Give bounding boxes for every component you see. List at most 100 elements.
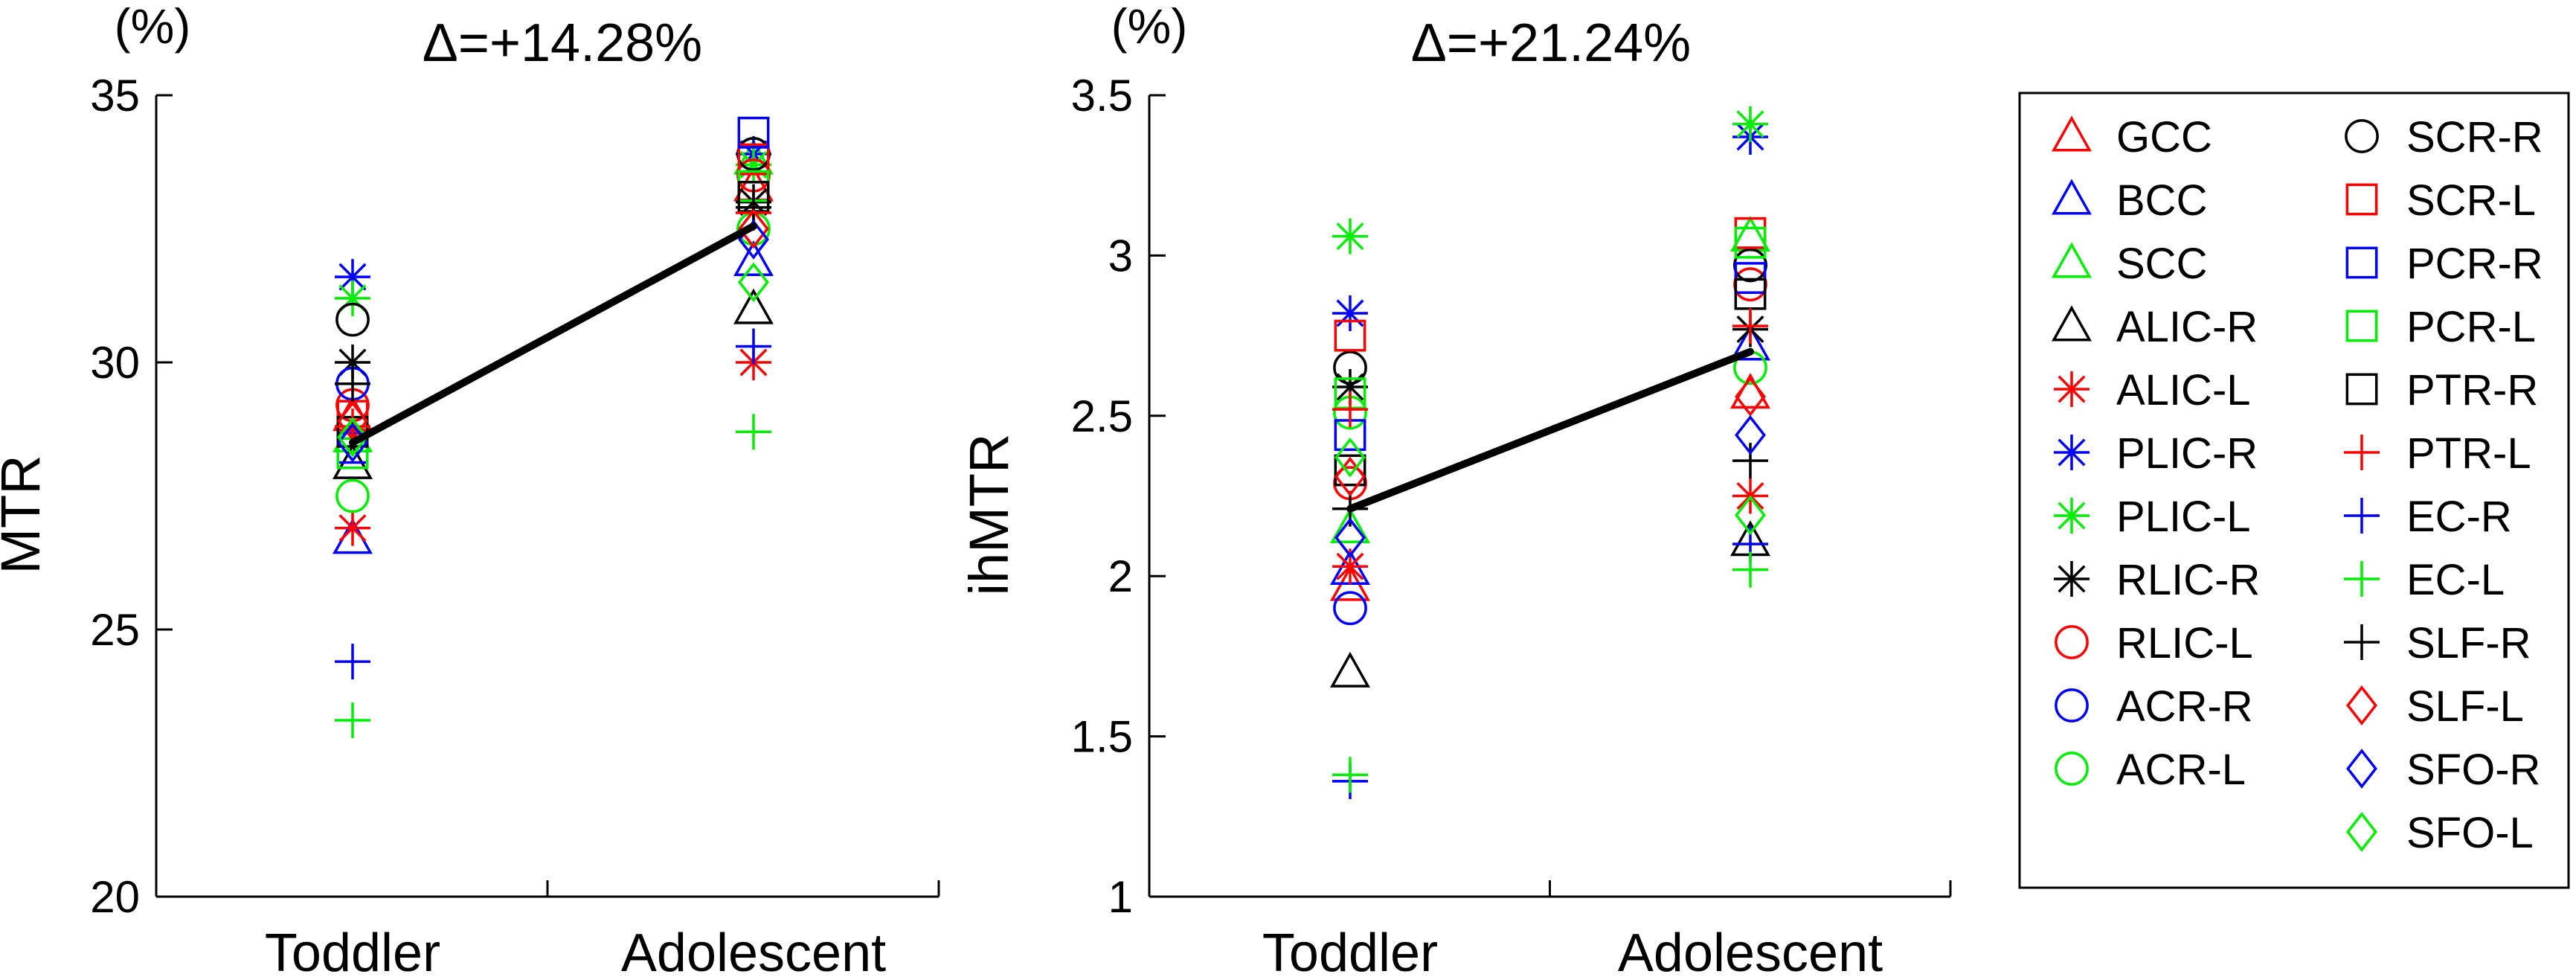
data-point — [1732, 106, 1768, 142]
legend-label: BCC — [2116, 176, 2207, 225]
data-point — [1330, 651, 1370, 688]
legend-marker — [2346, 812, 2377, 852]
data-point — [1333, 350, 1367, 385]
legend-label: PLIC-L — [2116, 493, 2251, 541]
ihmtr-panel: 1 1.5 2 2.5 3 3.5 Toddler Adolescent Δ=+21.24% (%… — [958, 0, 1952, 977]
legend-item: SCC — [2052, 240, 2207, 288]
x-category-label: Toddler — [1262, 923, 1438, 977]
legend-item: SFO-R — [2346, 746, 2540, 794]
legend-marker — [2055, 752, 2089, 786]
legend-label: ALIC-R — [2116, 303, 2258, 351]
chart-title: Δ=+14.28% — [423, 13, 702, 73]
data-point — [738, 208, 769, 249]
legend-item: SLF-L — [2346, 682, 2524, 731]
data-point — [737, 143, 770, 176]
legend: GCC BCC SCC ALIC-R ALIC-L PLIC-R PLIC-L RLIC-R R… — [2018, 92, 2570, 889]
data-point — [337, 417, 368, 458]
legend-item: ALIC-L — [2054, 366, 2251, 414]
legend-marker — [2346, 749, 2377, 789]
data-point — [1734, 226, 1767, 259]
legend-item: PCR-R — [2345, 240, 2543, 288]
legend-label: PLIC-R — [2116, 429, 2258, 478]
y-tick-label: 2.5 — [1071, 391, 1133, 441]
data-point — [1734, 217, 1767, 249]
legend-label: EC-R — [2406, 493, 2512, 541]
y-tick-label: 35 — [90, 71, 140, 121]
data-point — [1332, 757, 1368, 793]
legend-marker — [2345, 246, 2378, 279]
data-point — [335, 702, 370, 739]
y-axis-label: ihMTR — [958, 434, 1020, 596]
legend-label: SLF-L — [2406, 682, 2524, 731]
legend-marker — [2054, 498, 2090, 534]
data-point — [1734, 278, 1767, 310]
legend-item: PTR-R — [2345, 366, 2538, 414]
legend-label: SCC — [2116, 240, 2207, 288]
mtr-panel: 20 25 30 35 Toddler Adolescent Δ=+14.28% (%) MTR — [0, 0, 940, 977]
x-category-label: Adolescent — [621, 923, 886, 977]
chart-title: Δ=+21.24% — [1411, 13, 1691, 73]
legend-marker — [2344, 561, 2380, 597]
x-category-label: Adolescent — [1618, 923, 1883, 977]
data-point — [1735, 495, 1766, 536]
legend-marker — [2054, 435, 2090, 470]
legend-marker — [2054, 561, 2090, 597]
legend-marker — [2055, 625, 2089, 659]
legend-label: PCR-R — [2406, 240, 2543, 288]
legend-marker — [2345, 119, 2379, 153]
legend-item: RLIC-R — [2054, 556, 2260, 604]
y-tick-label: 25 — [90, 605, 140, 655]
legend-item: SCR-R — [2345, 113, 2543, 161]
legend-item: SCR-L — [2345, 176, 2536, 225]
legend-label: ALIC-L — [2116, 366, 2251, 414]
unit-label: (%) — [115, 0, 191, 54]
legend-item: BCC — [2052, 176, 2207, 225]
legend-item: PCR-L — [2345, 303, 2536, 351]
legend-label: PCR-L — [2406, 303, 2536, 351]
y-tick-label: 1.5 — [1071, 712, 1133, 762]
legend-box — [2018, 92, 2570, 889]
legend-item: ALIC-R — [2052, 303, 2258, 351]
data-point — [736, 328, 771, 365]
legend-item: PTR-L — [2344, 429, 2531, 478]
data-point — [1733, 267, 1767, 302]
data-point — [1332, 295, 1368, 331]
legend-label: SCR-R — [2406, 113, 2543, 161]
data-point — [1332, 391, 1368, 428]
y-tick-label: 2 — [1108, 551, 1133, 601]
mean-trend-line — [349, 222, 757, 446]
legend-marker — [2052, 305, 2092, 342]
legend-label: RLIC-L — [2116, 619, 2253, 667]
unit-label: (%) — [1111, 0, 1188, 54]
data-point — [733, 240, 774, 277]
data-point — [1334, 437, 1366, 478]
legend-item: ACR-L — [2055, 746, 2246, 794]
data-point — [1334, 454, 1366, 487]
legend-item: GCC — [2052, 113, 2212, 161]
legend-marker — [2344, 435, 2380, 470]
legend-label: SFO-R — [2406, 746, 2540, 794]
legend-label: SFO-L — [2406, 809, 2534, 857]
data-point — [1330, 507, 1370, 544]
legend-item: PLIC-L — [2054, 493, 2251, 541]
data-point — [1333, 591, 1367, 626]
data-point — [733, 288, 774, 324]
legend-marker — [2055, 688, 2089, 723]
data-point — [1334, 517, 1366, 558]
data-point — [335, 510, 370, 546]
legend-label: GCC — [2116, 113, 2212, 161]
legend-label: RLIC-R — [2116, 556, 2260, 604]
x-category-label: Toddler — [265, 923, 440, 977]
data-point — [1732, 308, 1768, 345]
legend-label: PTR-R — [2406, 366, 2538, 414]
legend-item: SFO-L — [2346, 809, 2534, 857]
legend-label: ACR-L — [2116, 746, 2246, 794]
legend-label: PTR-L — [2406, 429, 2531, 478]
data-point — [1733, 248, 1767, 283]
legend-item: PLIC-R — [2054, 429, 2258, 478]
data-point — [737, 116, 770, 149]
y-tick-label: 30 — [90, 338, 140, 388]
data-point — [1735, 377, 1766, 417]
data-point — [1732, 443, 1768, 479]
